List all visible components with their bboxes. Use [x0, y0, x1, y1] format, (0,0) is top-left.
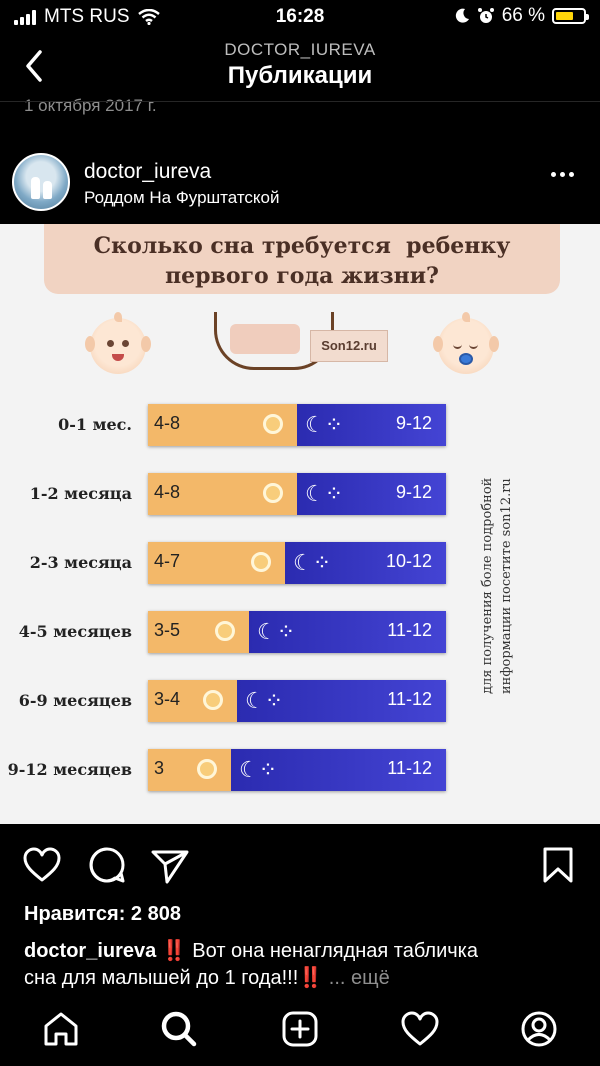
night-sleep-hours: 9-12	[395, 413, 432, 433]
post-caption: doctor_iureva ‼️ Вот она ненаглядная таб…	[24, 938, 584, 992]
activity-heart-icon[interactable]	[400, 1010, 440, 1048]
night-sleep-hours: 11-12	[387, 758, 432, 778]
alarm-icon	[477, 8, 494, 23]
sun-icon	[251, 552, 271, 572]
sleep-bar: 4-8 ☾⁘ 9-12	[148, 404, 446, 446]
night-sleep-hours: 10-12	[385, 551, 432, 571]
awake-baby-icon	[85, 312, 151, 374]
night-sleep-segment: ☾⁘ 10-12	[285, 542, 446, 584]
bottom-tab-bar	[0, 1000, 600, 1066]
header-account: DOCTOR_IUREVA	[224, 40, 376, 59]
header-divider	[0, 101, 600, 102]
signal-icon	[14, 9, 36, 25]
new-post-icon[interactable]	[281, 1010, 319, 1048]
day-sleep-hours: 3-4	[154, 689, 181, 709]
sun-icon	[197, 759, 217, 779]
night-sleep-hours: 9-12	[395, 482, 432, 502]
night-sleep-segment: ☾⁘ 11-12	[237, 680, 446, 722]
battery-icon	[552, 8, 589, 24]
infographic-title: Сколько сна требуется ребенку первого го…	[44, 224, 560, 294]
day-sleep-hours: 4-8	[154, 413, 181, 433]
day-sleep-segment: 3-4	[148, 680, 237, 722]
post-username[interactable]: doctor_iureva	[84, 160, 212, 183]
day-sleep-hours: 4-8	[154, 482, 181, 502]
moon-stars-icon: ☾⁘	[239, 757, 278, 782]
caption-text-line1: Вот она ненаглядная табличка	[186, 940, 478, 962]
age-label: 9-12 месяцев	[7, 760, 132, 779]
back-arrow-icon[interactable]	[20, 48, 50, 84]
day-sleep-segment: 3-5	[148, 611, 249, 653]
side-note: для получения боле подробной информации …	[478, 454, 516, 694]
night-sleep-hours: 11-12	[387, 689, 432, 709]
bookmark-icon[interactable]	[542, 846, 574, 884]
infographic-title-line1: Сколько сна требуется ребенку	[93, 233, 511, 259]
logo-text: Son12.ru	[310, 330, 388, 362]
night-sleep-segment: ☾⁘ 9-12	[297, 404, 446, 446]
moon-stars-icon: ☾⁘	[305, 481, 344, 506]
sun-icon	[263, 414, 283, 434]
day-sleep-segment: 4-8	[148, 404, 297, 446]
sleep-bar: 3-5 ☾⁘ 11-12	[148, 611, 446, 653]
side-note-line1: для получения боле подробной	[480, 477, 495, 694]
battery-percent: 66 %	[501, 5, 545, 26]
sun-icon	[203, 690, 223, 710]
age-label: 4-5 месяцев	[18, 622, 132, 641]
sun-icon	[263, 483, 283, 503]
heart-icon[interactable]	[22, 846, 62, 884]
night-sleep-segment: ☾⁘ 11-12	[249, 611, 446, 653]
day-sleep-segment: 3	[148, 749, 231, 791]
moon-stars-icon: ☾⁘	[257, 619, 296, 644]
age-label: 1-2 месяца	[29, 484, 132, 503]
caption-emoji: ‼️	[161, 940, 187, 962]
sleeping-baby-icon	[433, 312, 499, 374]
night-sleep-segment: ☾⁘ 9-12	[297, 473, 446, 515]
moon-stars-icon: ☾⁘	[305, 412, 344, 437]
previous-post-date: 1 октября 2017 г.	[24, 96, 157, 115]
moon-icon	[455, 8, 469, 23]
day-sleep-hours: 3-5	[154, 620, 181, 640]
status-left: MTS RUS	[14, 6, 160, 28]
status-bar: MTS RUS 16:28 66 %	[0, 0, 600, 34]
home-icon[interactable]	[42, 1010, 80, 1048]
infographic-title-line2: первого года жизни?	[165, 263, 439, 289]
avatar[interactable]	[12, 153, 70, 211]
send-icon[interactable]	[150, 848, 190, 884]
day-sleep-hours: 3	[154, 758, 165, 778]
sleep-bar: 3-4 ☾⁘ 11-12	[148, 680, 446, 722]
day-sleep-segment: 4-7	[148, 542, 285, 584]
status-time: 16:28	[275, 6, 325, 27]
day-sleep-segment: 4-8	[148, 473, 297, 515]
night-sleep-segment: ☾⁘ 11-12	[231, 749, 446, 791]
status-right: 66 %	[454, 5, 589, 27]
caption-username[interactable]: doctor_iureva	[24, 940, 157, 962]
action-bar	[0, 842, 600, 890]
search-icon[interactable]	[160, 1010, 198, 1048]
comment-icon[interactable]	[88, 846, 126, 884]
wifi-icon	[137, 9, 160, 25]
post-location[interactable]: Роддом На Фурштатской	[84, 188, 280, 207]
night-sleep-hours: 11-12	[387, 620, 432, 640]
age-label: 6-9 месяцев	[18, 691, 132, 710]
likes-count[interactable]: Нравится: 2 808	[24, 903, 181, 925]
caption-text-line2: сна для малышей до 1 года!!!	[24, 967, 299, 989]
day-sleep-hours: 4-7	[154, 551, 181, 571]
caption-more-link[interactable]: ... ещё	[323, 967, 390, 989]
caption-emoji-2: ‼️	[298, 967, 324, 989]
carrier-name: MTS RUS	[44, 6, 130, 27]
sun-icon	[215, 621, 235, 641]
age-label: 0-1 мес.	[58, 415, 132, 434]
more-options-icon[interactable]	[551, 172, 574, 177]
moon-stars-icon: ☾⁘	[245, 688, 284, 713]
sleep-bar: 3 ☾⁘ 11-12	[148, 749, 446, 791]
side-note-line2: информации посетите son12.ru	[499, 478, 514, 694]
page-title: Публикации	[227, 62, 373, 89]
moon-stars-icon: ☾⁘	[293, 550, 332, 575]
age-label: 2-3 месяца	[29, 553, 132, 572]
sleep-bar: 4-7 ☾⁘ 10-12	[148, 542, 446, 584]
profile-icon[interactable]	[520, 1010, 558, 1048]
battery-fill	[556, 12, 573, 20]
post-image[interactable]: Сколько сна требуется ребенку первого го…	[0, 224, 600, 824]
sleep-bar: 4-8 ☾⁘ 9-12	[148, 473, 446, 515]
